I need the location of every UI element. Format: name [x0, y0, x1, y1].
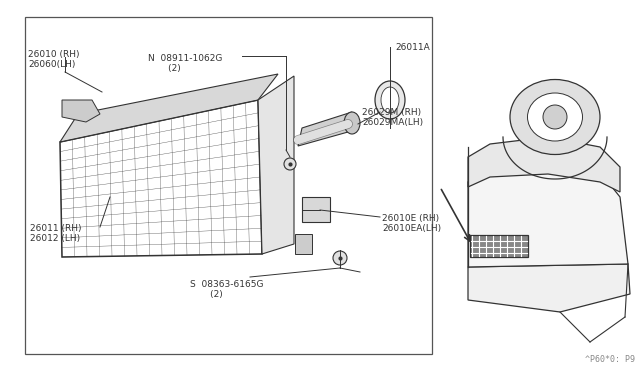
Text: 26011A: 26011A [395, 43, 429, 52]
Polygon shape [258, 76, 294, 254]
Text: 26010 (RH)
26060(LH): 26010 (RH) 26060(LH) [28, 50, 79, 70]
Text: ^P60*0: P9: ^P60*0: P9 [585, 355, 635, 364]
Bar [25, 17, 432, 354]
Circle shape [333, 251, 347, 265]
Text: 26010E (RH)
26010EA(LH): 26010E (RH) 26010EA(LH) [382, 214, 441, 233]
Polygon shape [62, 100, 100, 122]
Ellipse shape [527, 93, 582, 141]
Ellipse shape [381, 87, 399, 113]
Polygon shape [302, 197, 330, 222]
Ellipse shape [375, 81, 405, 119]
Circle shape [543, 105, 567, 129]
Ellipse shape [344, 112, 360, 134]
Bar [470, 235, 528, 257]
Text: N  08911-1062G
       (2): N 08911-1062G (2) [148, 54, 222, 73]
Circle shape [284, 158, 296, 170]
Polygon shape [295, 234, 312, 254]
Polygon shape [468, 264, 630, 312]
Text: 26011 (RH)
26012 (LH): 26011 (RH) 26012 (LH) [30, 224, 81, 243]
Ellipse shape [510, 80, 600, 154]
Text: 26029M (RH)
26029MA(LH): 26029M (RH) 26029MA(LH) [362, 108, 423, 127]
Polygon shape [298, 112, 352, 146]
Polygon shape [60, 74, 278, 142]
Polygon shape [468, 157, 628, 267]
Text: S  08363-6165G
       (2): S 08363-6165G (2) [190, 280, 264, 299]
Polygon shape [468, 137, 620, 192]
